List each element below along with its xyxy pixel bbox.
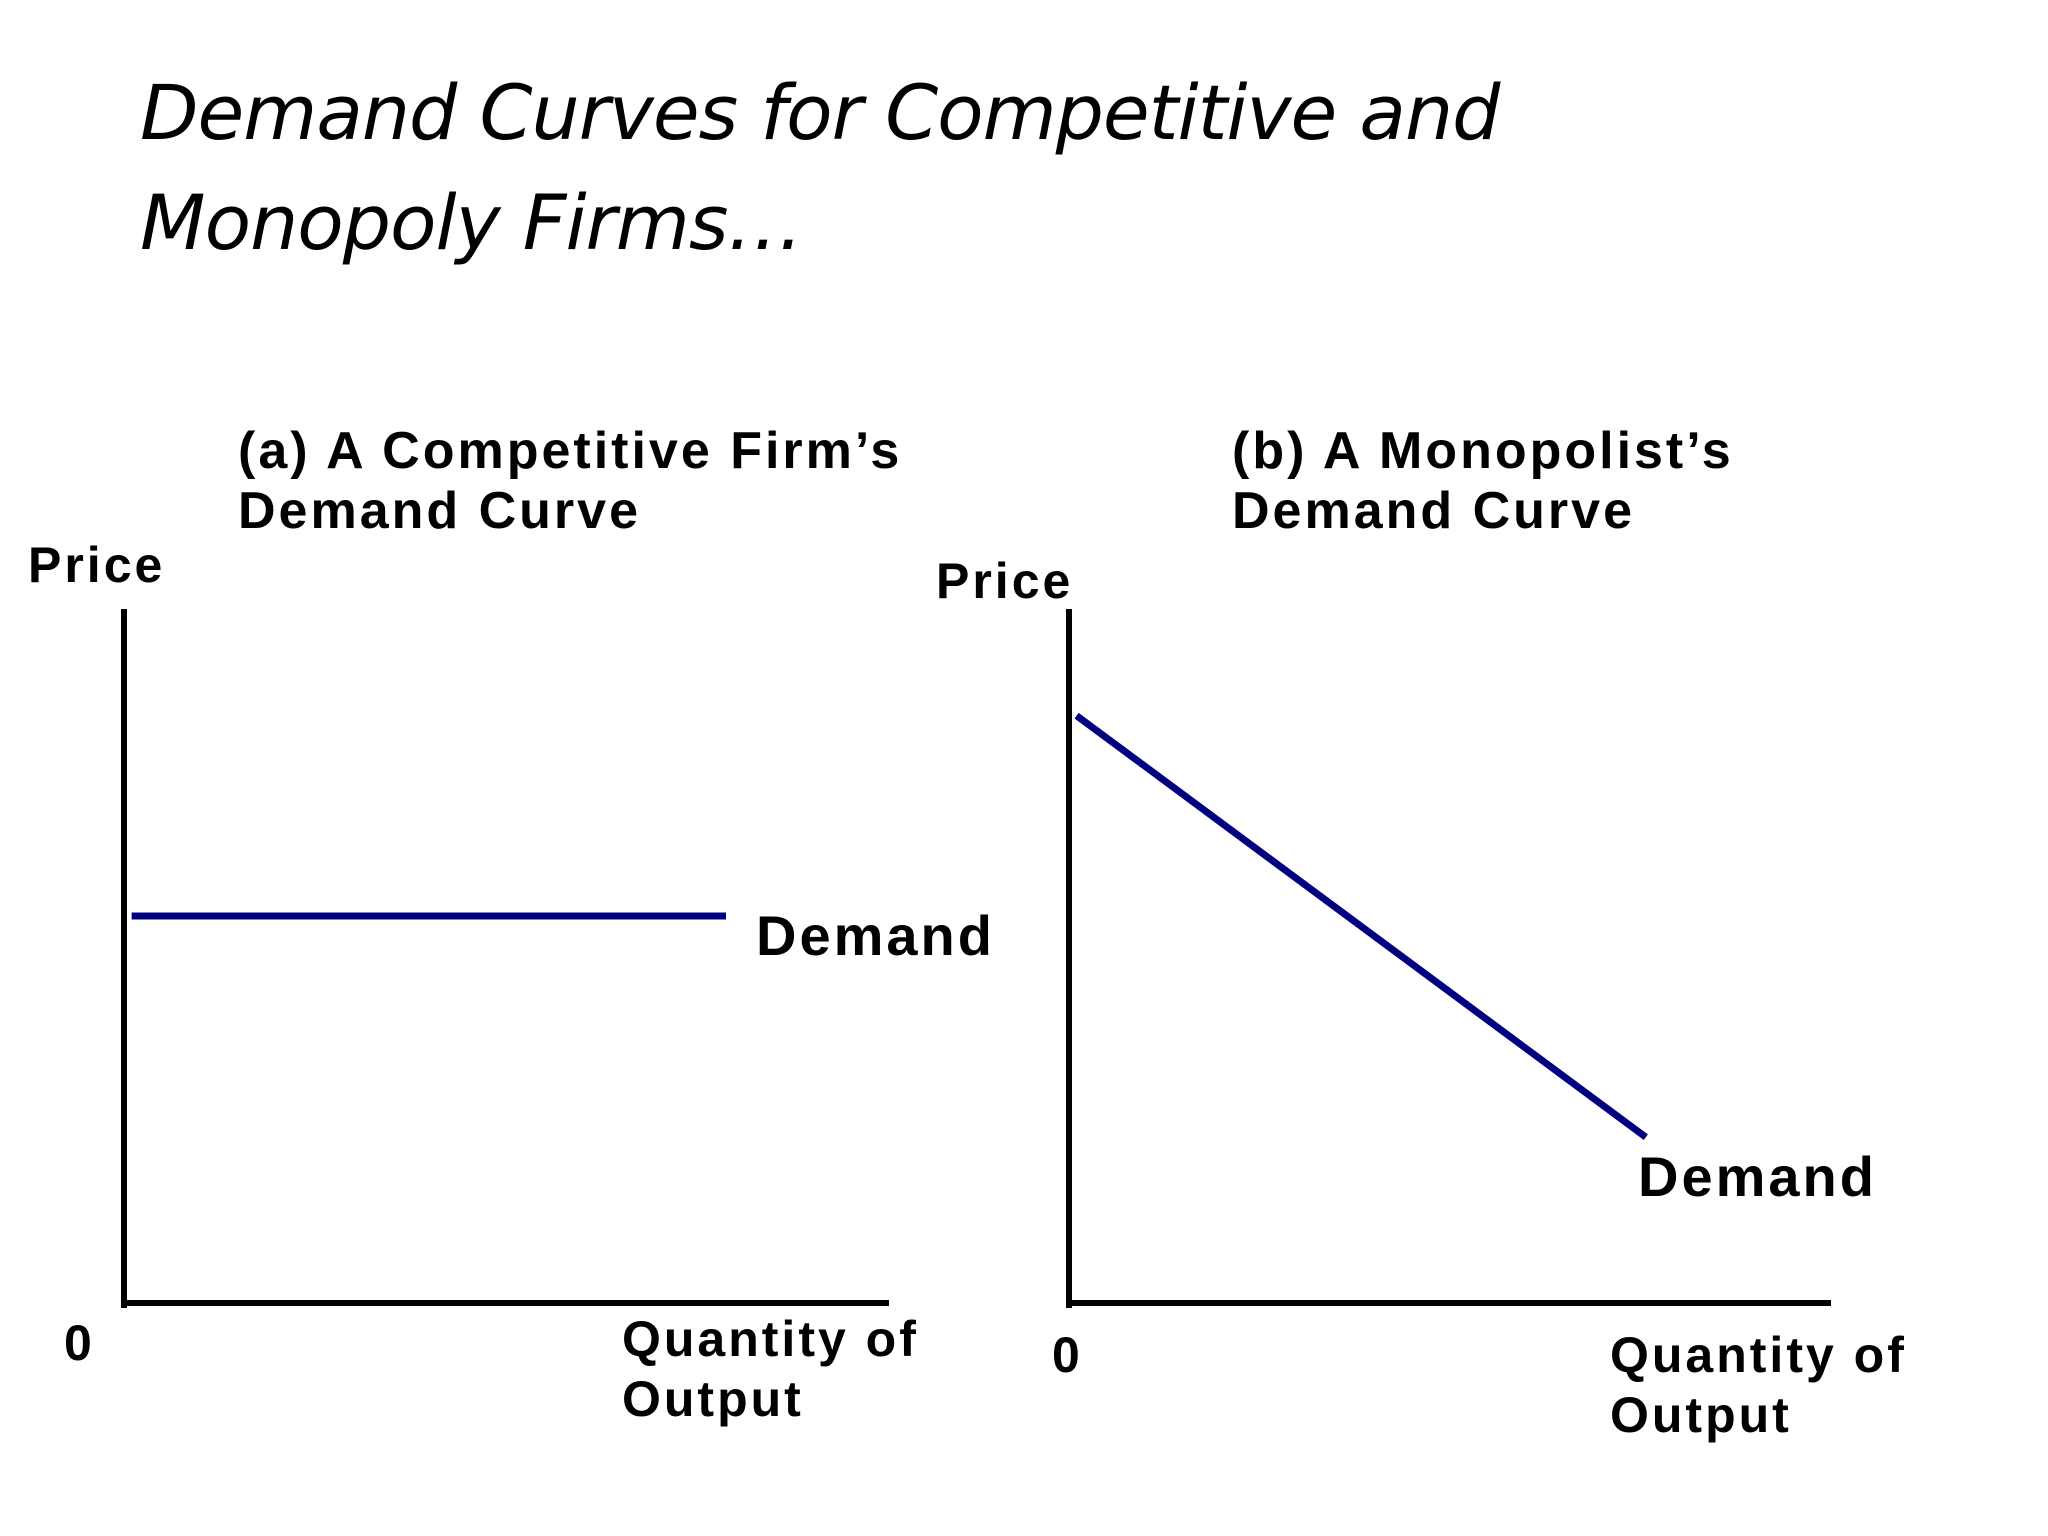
chart-monopolist: (b) A Monopolist’s Demand Curve Price De… [936,422,1907,1443]
chart-b-y-axis-label: Price [936,553,1073,609]
chart-a-x-axis-label-line-1: Quantity of [622,1311,919,1367]
chart-b-x-axis-label-line-1: Quantity of [1610,1327,1907,1383]
chart-b-title-line-1: (b) A Monopolist’s [1232,422,1734,480]
chart-a-title-line-2: Demand Curve [238,482,641,540]
chart-a-demand-label: Demand [756,904,995,967]
chart-a-y-axis-label: Price [28,537,165,593]
slide-title: Demand Curves for Competitive and Monopo… [140,58,1640,278]
chart-b-title-line-2: Demand Curve [1232,482,1635,540]
chart-b-x-axis-label-line-2: Output [1610,1387,1792,1443]
chart-b-demand-line [1074,712,1648,1140]
chart-b-origin-label: 0 [1052,1327,1083,1383]
chart-a-origin-label: 0 [64,1315,95,1371]
slide-title-line-1: Demand Curves for Competitive and [140,68,1500,157]
chart-competitive: (a) A Competitive Firm’s Demand Curve Pr… [28,422,995,1427]
slide-title-line-2: Monopoly Firms… [140,178,803,267]
chart-a-x-axis-label-line-2: Output [622,1371,804,1427]
chart-b-demand-label: Demand [1638,1145,1877,1208]
chart-a-title-line-1: (a) A Competitive Firm’s [238,422,902,480]
